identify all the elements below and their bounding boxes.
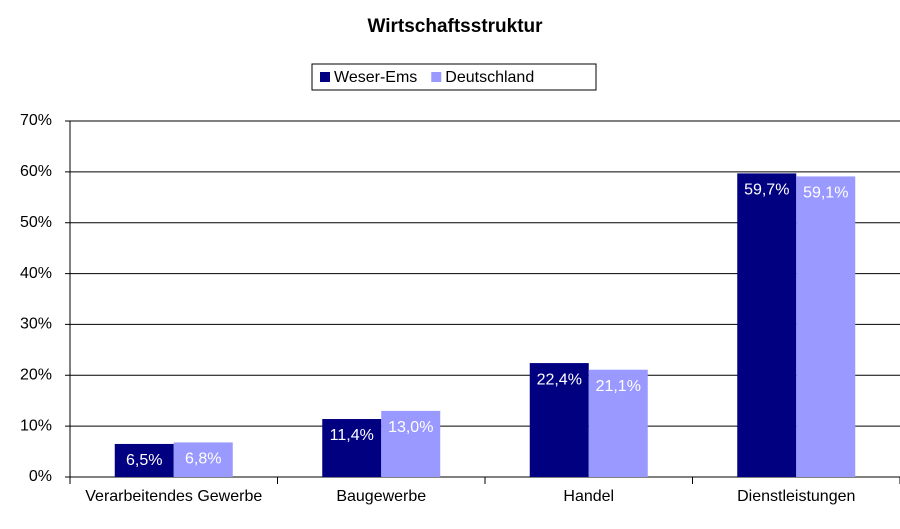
x-tick-label: Handel — [563, 488, 615, 505]
legend-label: Weser-Ems — [334, 69, 417, 86]
bar — [796, 176, 856, 478]
y-tick-label: 40% — [20, 265, 52, 282]
bar — [737, 173, 797, 477]
legend-label: Deutschland — [445, 69, 534, 86]
legend-swatch — [431, 72, 442, 82]
bar — [588, 369, 648, 477]
x-tick-label: Baugewerbe — [336, 488, 427, 505]
x-tick-label: Verarbeitendes Gewerbe — [85, 488, 263, 505]
bar — [173, 442, 233, 477]
y-tick-label: 60% — [20, 163, 52, 180]
value-label: 21,1% — [596, 378, 641, 395]
legend-box — [311, 63, 597, 91]
value-label: 59,7% — [744, 182, 789, 199]
chart-title: Wirtschaftsstruktur — [367, 16, 543, 37]
value-label: 6,8% — [185, 451, 221, 468]
value-label: 11,4% — [330, 427, 374, 444]
bar — [381, 410, 441, 477]
y-tick-label: 0% — [29, 468, 52, 485]
value-label: 22,4% — [537, 371, 582, 388]
bar — [114, 443, 174, 477]
value-label: 6,5% — [126, 452, 162, 469]
bar — [529, 363, 589, 477]
y-tick-label: 20% — [20, 367, 52, 384]
bar — [322, 419, 382, 477]
legend-swatch — [320, 72, 330, 82]
y-tick-label: 70% — [20, 112, 52, 129]
value-label: 59,1% — [803, 185, 848, 202]
y-tick-label: 50% — [20, 214, 52, 231]
y-tick-label: 10% — [20, 417, 52, 434]
x-tick-label: Dienstleistungen — [737, 488, 856, 505]
y-tick-label: 30% — [20, 316, 52, 333]
value-label: 13,0% — [388, 419, 433, 436]
